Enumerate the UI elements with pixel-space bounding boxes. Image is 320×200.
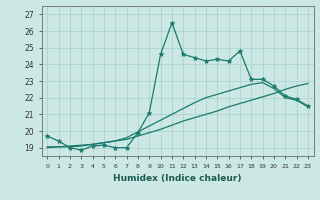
X-axis label: Humidex (Indice chaleur): Humidex (Indice chaleur) bbox=[113, 174, 242, 183]
